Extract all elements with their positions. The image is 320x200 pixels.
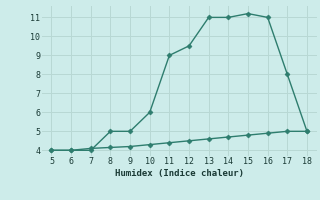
- X-axis label: Humidex (Indice chaleur): Humidex (Indice chaleur): [115, 169, 244, 178]
